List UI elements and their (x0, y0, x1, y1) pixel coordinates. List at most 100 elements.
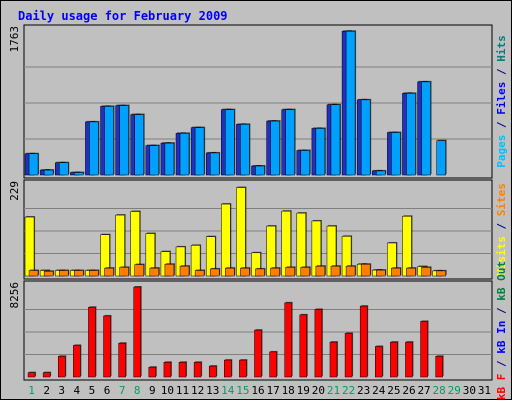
bar (74, 270, 84, 277)
series-kb-f (27, 286, 444, 378)
bar (193, 362, 202, 378)
x-tick-label: 6 (104, 384, 111, 397)
bar (179, 265, 190, 277)
bar (103, 315, 111, 378)
bar (88, 306, 96, 378)
bar (57, 356, 66, 378)
bar (315, 128, 326, 176)
bar (300, 150, 311, 176)
bar (405, 341, 413, 378)
x-tick-label: 5 (89, 384, 96, 397)
bar (329, 341, 338, 378)
bar (24, 216, 35, 277)
series-axis-label: kB F / kB In / kB Out (495, 261, 508, 400)
bar (58, 270, 69, 277)
bar (376, 269, 386, 277)
series-label-part: / (495, 115, 508, 135)
x-tick-label: 3 (58, 384, 65, 397)
bar (420, 321, 428, 378)
bar (236, 187, 246, 277)
bar (345, 265, 356, 277)
bar (406, 267, 416, 277)
bar (194, 270, 205, 277)
bar (391, 132, 401, 176)
series-label-part: / (495, 354, 508, 374)
bar (209, 152, 220, 176)
bar (164, 263, 175, 277)
bar (330, 265, 341, 277)
bar (209, 268, 220, 277)
x-tick-label: 13 (206, 384, 219, 397)
bar (163, 362, 172, 378)
bar (89, 270, 99, 277)
bar (390, 341, 398, 378)
bar (391, 267, 401, 277)
x-axis-labels: 1 2 3 4 5 6 7 8 9 10 11 12 13 14 15 16 17 18 19 20 21 22 23 24 2… (28, 384, 491, 397)
bar (436, 140, 446, 176)
bar (73, 345, 81, 378)
bar (406, 93, 416, 176)
bar (58, 162, 69, 176)
series-sites (28, 263, 447, 277)
bar (28, 153, 39, 176)
series-hits (28, 30, 447, 176)
bar (436, 270, 446, 277)
series-axis-label: Pages / Files / Hits (495, 35, 508, 168)
x-tick-label: 24 (372, 384, 386, 397)
bar (27, 372, 36, 378)
x-tick-label: 25 (387, 384, 400, 397)
bar (402, 216, 412, 277)
series-axis-label: Visits / Sites (495, 183, 508, 276)
bar (270, 120, 280, 176)
x-tick-label: 21 (327, 384, 340, 397)
bar (345, 30, 356, 176)
bar (255, 268, 265, 277)
bar (240, 124, 250, 176)
bar (104, 267, 114, 277)
series-label-part: / (495, 301, 508, 321)
bar (314, 309, 323, 378)
series-label-part: Visits (495, 236, 508, 276)
bar (194, 127, 205, 176)
bar (134, 264, 144, 277)
bar (239, 359, 247, 378)
x-tick-label: 2 (43, 384, 50, 397)
x-tick-label: 8 (134, 384, 141, 397)
bar (133, 286, 141, 378)
series-label-part: kB Out (495, 261, 508, 301)
x-tick-label: 7 (119, 384, 126, 397)
bar (255, 165, 265, 176)
bar (149, 145, 160, 176)
series-label-part: kB F (495, 374, 508, 400)
x-tick-label: 20 (312, 384, 325, 397)
x-tick-label: 23 (357, 384, 370, 397)
bar (254, 329, 262, 378)
x-tick-label: 4 (74, 384, 81, 397)
bar (89, 121, 99, 176)
bar (134, 114, 144, 176)
bar (299, 314, 308, 378)
x-tick-label: 28 (433, 384, 446, 397)
bar (375, 346, 383, 378)
bar (118, 342, 126, 378)
bar (179, 133, 190, 176)
bar (225, 267, 235, 277)
bar (300, 267, 311, 277)
x-tick-label: 19 (297, 384, 310, 397)
x-tick-label: 31 (478, 384, 491, 397)
bar (330, 104, 341, 176)
bar (281, 210, 291, 277)
series-label-part: / (495, 216, 508, 236)
bar (421, 267, 431, 277)
x-tick-label: 10 (161, 384, 174, 397)
bar (421, 81, 431, 176)
series-label-part: / (495, 62, 508, 82)
bar (221, 203, 231, 277)
x-tick-label: 15 (236, 384, 249, 397)
chart-title: Daily usage for February 2009 (18, 9, 228, 23)
y-axis-max-label: 229 (8, 181, 21, 201)
x-tick-label: 29 (448, 384, 461, 397)
